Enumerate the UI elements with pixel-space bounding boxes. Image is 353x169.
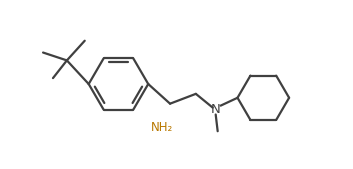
Text: N: N: [211, 103, 221, 116]
Text: NH₂: NH₂: [151, 121, 173, 134]
